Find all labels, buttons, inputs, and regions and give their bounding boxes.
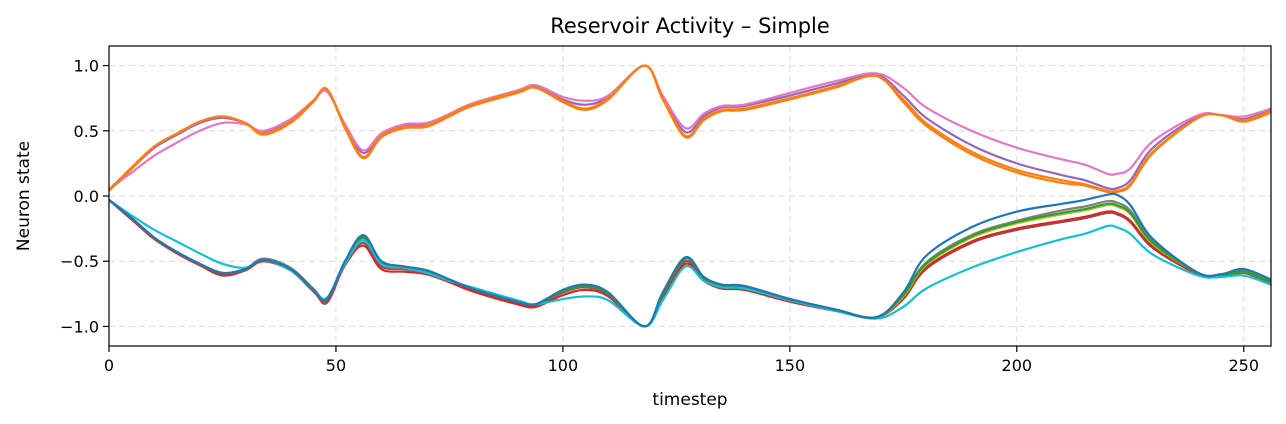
y-tick-label: 1.0 <box>74 57 99 76</box>
chart-title: Reservoir Activity – Simple <box>550 14 830 38</box>
series-line-neuron-4 <box>109 64 1271 193</box>
y-tick-label: −0.5 <box>60 252 99 271</box>
x-tick-label: 200 <box>1002 356 1033 375</box>
x-tick-label: 150 <box>775 356 806 375</box>
series-line-neuron-11 <box>109 192 1271 328</box>
y-tick-label: 0.0 <box>74 187 99 206</box>
x-tick-label: 50 <box>326 356 346 375</box>
x-tick-label: 100 <box>548 356 579 375</box>
x-tick-label: 250 <box>1228 356 1259 375</box>
series-group <box>109 64 1271 328</box>
series-line-neuron-1 <box>109 64 1271 194</box>
axis-ticks: 0 50 100 150 200 250 −1.0 −0.5 0.0 0.5 1.0 <box>60 57 1259 375</box>
x-tick-label: 0 <box>104 356 114 375</box>
y-tick-label: 0.5 <box>74 122 99 141</box>
y-axis-label: Neuron state <box>14 141 34 251</box>
x-axis-label: timestep <box>652 390 727 410</box>
grid <box>108 46 1271 346</box>
y-tick-label: −1.0 <box>60 317 99 336</box>
